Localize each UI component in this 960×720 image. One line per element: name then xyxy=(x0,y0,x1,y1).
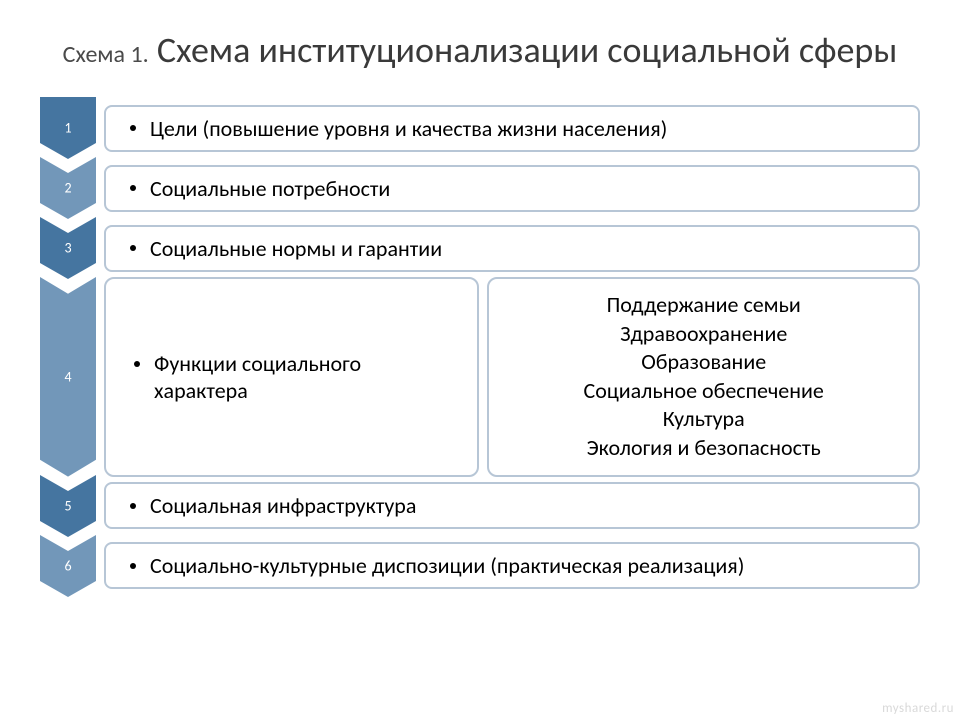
row-content: Социально-культурные диспозиции (практич… xyxy=(96,535,920,597)
diagram-row: 3 Социальные нормы и гарантии xyxy=(40,217,920,279)
chevron: 6 xyxy=(40,535,96,597)
row-box: Социальные потребности xyxy=(104,165,920,212)
title-prefix: Схема 1. xyxy=(63,40,149,69)
row-box: Социально-культурные диспозиции (практич… xyxy=(104,542,920,589)
chevron-number: 4 xyxy=(64,368,71,385)
row4-left-box: Функции социального характера xyxy=(104,277,479,477)
row4-left-text: Функции социального характера xyxy=(154,350,459,404)
chevron: 5 xyxy=(40,475,96,537)
bullet-icon xyxy=(130,245,136,251)
bullet-icon xyxy=(130,563,136,569)
diagram-row: 5 Социальная инфраструктура xyxy=(40,475,920,537)
diagram-rows: 1 Цели (повышение уровня и качества жизн… xyxy=(40,97,920,595)
row-text: Социальные потребности xyxy=(150,175,390,202)
row4-right-box: Поддержание семьи Здравоохранение Образо… xyxy=(487,277,920,477)
bullet-icon xyxy=(130,185,136,191)
row4-right-line: Образование xyxy=(507,348,900,377)
chevron-number: 3 xyxy=(64,240,71,257)
row-content: Цели (повышение уровня и качества жизни … xyxy=(96,97,920,159)
row-text: Социально-культурные диспозиции (практич… xyxy=(150,552,744,579)
bullet-icon xyxy=(130,125,136,131)
chevron: 4 xyxy=(40,277,96,477)
row4-right-line: Социальное обеспечение xyxy=(507,377,900,406)
row-content: Социальные потребности xyxy=(96,157,920,219)
row-box: Социальная инфраструктура xyxy=(104,482,920,529)
row-content: Социальные нормы и гарантии xyxy=(96,217,920,279)
diagram-row: 6 Социально-культурные диспозиции (практ… xyxy=(40,535,920,597)
chevron-number: 1 xyxy=(64,120,71,137)
chevron: 1 xyxy=(40,97,96,159)
title-main: Схема институционализации социальной сфе… xyxy=(157,28,898,72)
diagram-row: 1 Цели (повышение уровня и качества жизн… xyxy=(40,97,920,159)
row-box: Цели (повышение уровня и качества жизни … xyxy=(104,105,920,152)
bullet-icon xyxy=(130,503,136,509)
row-text: Социальная инфраструктура xyxy=(150,492,416,519)
row4-right-line: Здравоохранение xyxy=(507,320,900,349)
row-content: Социальная инфраструктура xyxy=(96,475,920,537)
row4-right-line: Культура xyxy=(507,405,900,434)
chevron-number: 6 xyxy=(64,557,71,574)
row4-right-line: Поддержание семьи xyxy=(507,291,900,320)
row4-right-line: Экология и безопасность xyxy=(507,434,900,463)
diagram-row: 4 Функции социального характера Поддержа… xyxy=(40,277,920,477)
bullet-icon xyxy=(134,361,140,367)
row-text: Цели (повышение уровня и качества жизни … xyxy=(150,115,667,142)
row4-pair: Функции социального характера Поддержани… xyxy=(96,277,920,477)
chevron: 3 xyxy=(40,217,96,279)
watermark: myshared.ru xyxy=(882,701,954,716)
row-text: Социальные нормы и гарантии xyxy=(150,235,442,262)
chevron: 2 xyxy=(40,157,96,219)
diagram-row: 2 Социальные потребности xyxy=(40,157,920,219)
diagram-title: Схема 1. Схема институционализации социа… xyxy=(40,28,920,73)
row-box: Социальные нормы и гарантии xyxy=(104,225,920,272)
chevron-number: 5 xyxy=(64,497,71,514)
chevron-number: 2 xyxy=(64,180,71,197)
